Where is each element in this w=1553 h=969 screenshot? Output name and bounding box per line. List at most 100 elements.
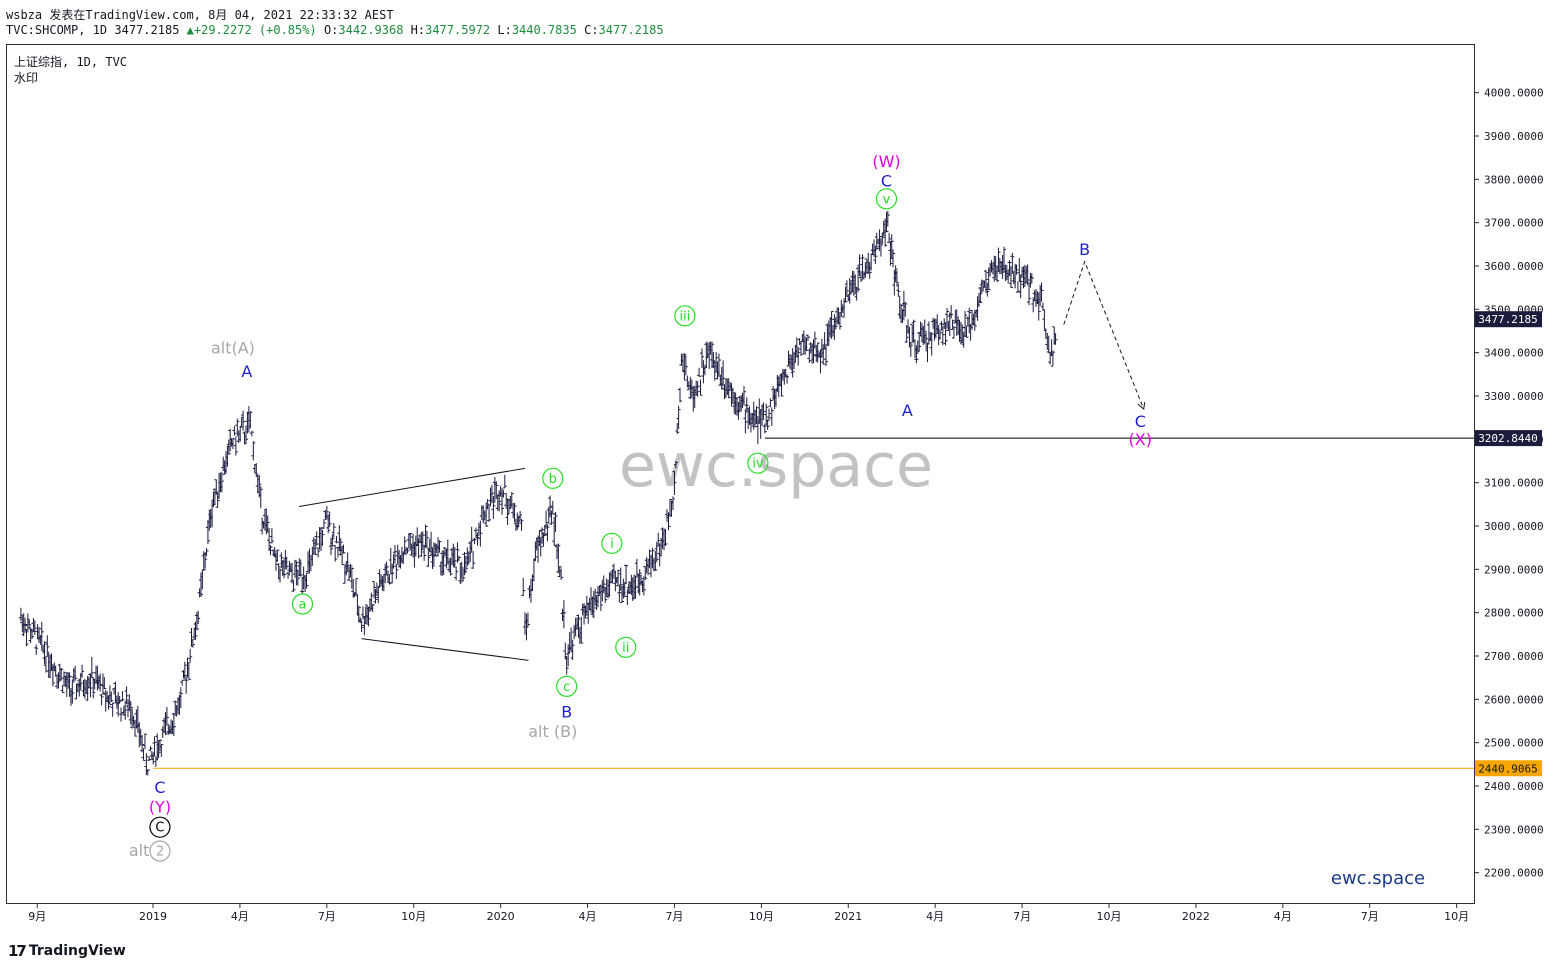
- y-tick-label: 2900.0000: [1484, 563, 1544, 576]
- x-tick-label: 10月: [1444, 910, 1469, 923]
- wave-label-circle: [291, 593, 314, 615]
- wave-label: C: [881, 172, 892, 191]
- wave-label: A: [902, 401, 913, 420]
- wave-label: ii: [622, 641, 629, 656]
- wave-label-circle: [542, 467, 564, 489]
- tradingview-brand: TradingView: [28, 943, 126, 959]
- open-value: 3442.9368: [338, 23, 404, 37]
- price-chart[interactable]: 2200.0000 2300.0000 2400.0000 2500.0000 2600…: [0, 0, 1553, 935]
- close-label: C:: [584, 23, 599, 37]
- y-tick-label: 2400.0000: [1484, 780, 1544, 793]
- y-tick-label: 3900.0000: [1484, 130, 1544, 143]
- x-tick-label: 7月: [318, 910, 336, 923]
- wave-label: C: [155, 821, 164, 836]
- y-tick-label: 3600.0000: [1484, 260, 1544, 273]
- high-label: H:: [410, 23, 426, 37]
- low-label: L:: [497, 23, 512, 37]
- y-tick-label: 2600.0000: [1484, 693, 1544, 706]
- y-tick-label: 3700.0000: [1484, 217, 1544, 230]
- x-tick-label: 4月: [231, 910, 249, 923]
- level-price-box: [1475, 760, 1542, 777]
- x-tick-label: 7月: [1013, 910, 1031, 923]
- chart-legend: 上证综指, 1D, TVC 水印: [14, 54, 127, 86]
- tradingview-footer[interactable]: 17 TradingView: [8, 942, 126, 960]
- wave-label: a: [299, 598, 307, 613]
- x-tick-label: 7月: [665, 910, 683, 923]
- wave-label: B: [561, 702, 572, 721]
- x-tick-label: 10月: [749, 910, 774, 923]
- x-tick-label: 2020: [487, 910, 515, 923]
- legend-subtitle: 水印: [14, 71, 39, 85]
- x-tick-label: 2022: [1182, 910, 1210, 923]
- symbol-label: TVC:SHCOMP, 1D: [6, 23, 108, 37]
- projection-arrowhead: [1137, 401, 1146, 410]
- wave-label-circle: [875, 188, 898, 210]
- y-tick-label: 3100.0000: [1484, 477, 1544, 490]
- x-tick-label: 4月: [926, 910, 944, 923]
- wave-label-circle: [747, 452, 769, 474]
- close-value: 3477.2185: [598, 23, 664, 37]
- high-value: 3477.5972: [425, 23, 491, 37]
- wave-label: (X): [1129, 430, 1152, 449]
- wave-label-circle: [674, 305, 696, 327]
- wave-label: C: [154, 778, 165, 797]
- y-tick-label: 3800.0000: [1484, 173, 1544, 186]
- wave-label: (W): [872, 152, 900, 171]
- wave-label: v: [883, 192, 891, 207]
- wave-label: b: [549, 472, 557, 487]
- wave-label: 2: [156, 845, 164, 860]
- y-tick-label: 3400.0000: [1484, 347, 1544, 360]
- wave-label: A: [241, 362, 252, 381]
- level-price-label: 3202.8440: [1478, 432, 1538, 445]
- wave-label: iv: [752, 457, 764, 472]
- x-tick-label: 4月: [1274, 910, 1292, 923]
- wave-label: C: [1135, 412, 1146, 431]
- x-tick-label: 2021: [834, 910, 862, 923]
- last-price-header: 3477.2185: [114, 23, 180, 37]
- y-tick-label: 2500.0000: [1484, 737, 1544, 750]
- level-price-label: 2440.9065: [1478, 762, 1538, 775]
- level-price-box: [1475, 430, 1542, 447]
- change-value: ▲+29.2272 (+0.85%): [186, 23, 317, 37]
- trend-line: [298, 467, 526, 507]
- x-tick-label: 10月: [401, 910, 426, 923]
- brand-text: ewc.space: [1331, 868, 1425, 889]
- wave-label: iii: [679, 309, 690, 324]
- wave-label-circle: [149, 840, 171, 862]
- wave-label-circle: [556, 675, 578, 697]
- last-price-label: 3477.2185: [1478, 313, 1538, 326]
- wave-label-circle: [615, 636, 637, 658]
- x-tick-label: 9月: [28, 910, 46, 923]
- tradingview-logo-icon: 17: [8, 942, 27, 960]
- y-tick-label: 3300.0000: [1484, 390, 1544, 403]
- x-tick-label: 2019: [139, 910, 167, 923]
- wave-label: c: [563, 680, 570, 695]
- plot-frame[interactable]: [6, 44, 1475, 904]
- y-tick-label: 3000.0000: [1484, 520, 1544, 533]
- y-tick-label: 2300.0000: [1484, 823, 1544, 836]
- wave-label-circle: [601, 532, 623, 554]
- x-tick-label: 4月: [579, 910, 597, 923]
- wave-label: (Y): [149, 798, 171, 817]
- y-tick-label: 2200.0000: [1484, 867, 1544, 880]
- wave-label: alt(A): [211, 338, 255, 357]
- x-tick-label: 7月: [1361, 910, 1379, 923]
- trend-line: [361, 638, 529, 661]
- projection-path: [1063, 260, 1145, 410]
- ohlc-header: TVC:SHCOMP, 1D 3477.2185 ▲+29.2272 (+0.8…: [6, 23, 664, 37]
- y-tick-label: 4000.0000: [1484, 87, 1544, 100]
- legend-title: 上证综指, 1D, TVC: [14, 55, 128, 69]
- wave-label: i: [610, 537, 614, 552]
- last-price-box: [1475, 311, 1542, 328]
- publish-info: wsbza 发表在TradingView.com, 8月 04, 2021 22…: [6, 8, 394, 22]
- y-tick-label: 2800.0000: [1484, 607, 1544, 620]
- open-label: O:: [323, 23, 339, 37]
- y-tick-label: 2700.0000: [1484, 650, 1544, 663]
- wave-label: alt (B): [528, 722, 577, 741]
- wave-label-circle: [149, 816, 171, 838]
- wave-label: B: [1079, 240, 1090, 259]
- x-tick-label: 10月: [1096, 910, 1121, 923]
- watermark-text: ewc.space: [619, 431, 933, 501]
- low-value: 3440.7835: [511, 23, 577, 37]
- wave-label: alt: [129, 841, 150, 860]
